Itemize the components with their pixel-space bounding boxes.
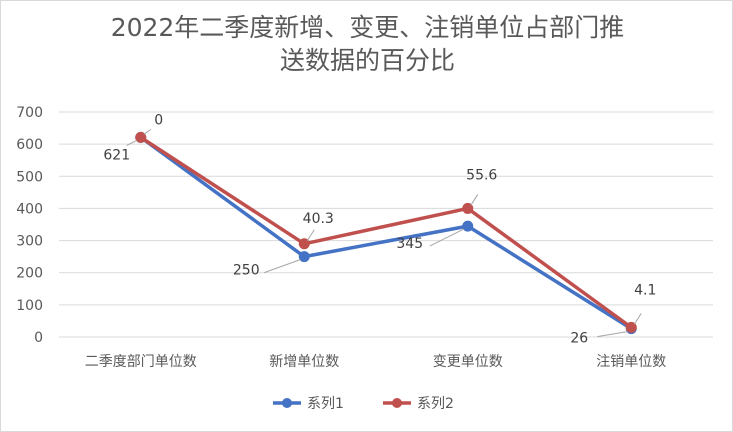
data-point [625,321,637,333]
data-label: 250 [233,263,260,279]
data-label: 40.3 [303,211,334,227]
data-point [298,251,310,263]
data-label-leader [264,259,301,274]
data-label: 621 [103,147,130,163]
x-tick-label: 变更单位数 [433,354,503,370]
y-tick-label: 500 [16,169,43,185]
chart-title-line-1: 2022年二季度新增、变更、注销单位占部门推 [110,13,625,42]
legend-marker [392,398,402,408]
data-label-leader [429,228,464,247]
chart-title: 2022年二季度新增、变更、注销单位占部门推 送数据的百分比 [1,11,732,77]
data-label-leader [470,194,479,206]
data-label-leader [597,331,628,338]
y-tick-label: 300 [16,234,43,250]
y-tick-label: 400 [16,201,43,217]
y-tick-label: 0 [34,330,43,346]
data-label-leader [633,313,642,325]
data-label: 345 [396,236,423,252]
data-label: 26 [570,331,588,347]
legend-marker [282,398,292,408]
legend-label: 系列1 [307,396,344,412]
data-label-leader [306,229,315,242]
y-tick-label: 100 [16,298,43,314]
data-point [298,238,310,250]
chart-title-line-2: 送数据的百分比 [279,46,455,75]
data-label: 4.1 [634,282,656,298]
data-label: 55.6 [466,167,497,183]
y-tick-label: 700 [16,105,43,121]
data-label-leader [143,128,152,135]
y-tick-label: 200 [16,266,43,282]
x-tick-label: 新增单位数 [269,354,339,370]
data-point [135,131,147,143]
data-label-leader [126,139,137,146]
data-point [462,220,474,232]
series-line [139,135,633,329]
y-tick-label: 600 [16,137,43,153]
x-tick-label: 注销单位数 [596,354,666,370]
series-line [139,135,633,331]
legend-label: 系列2 [417,396,454,412]
data-point [462,202,474,214]
data-label: 0 [154,112,163,128]
x-tick-label: 二季度部门单位数 [85,354,197,370]
